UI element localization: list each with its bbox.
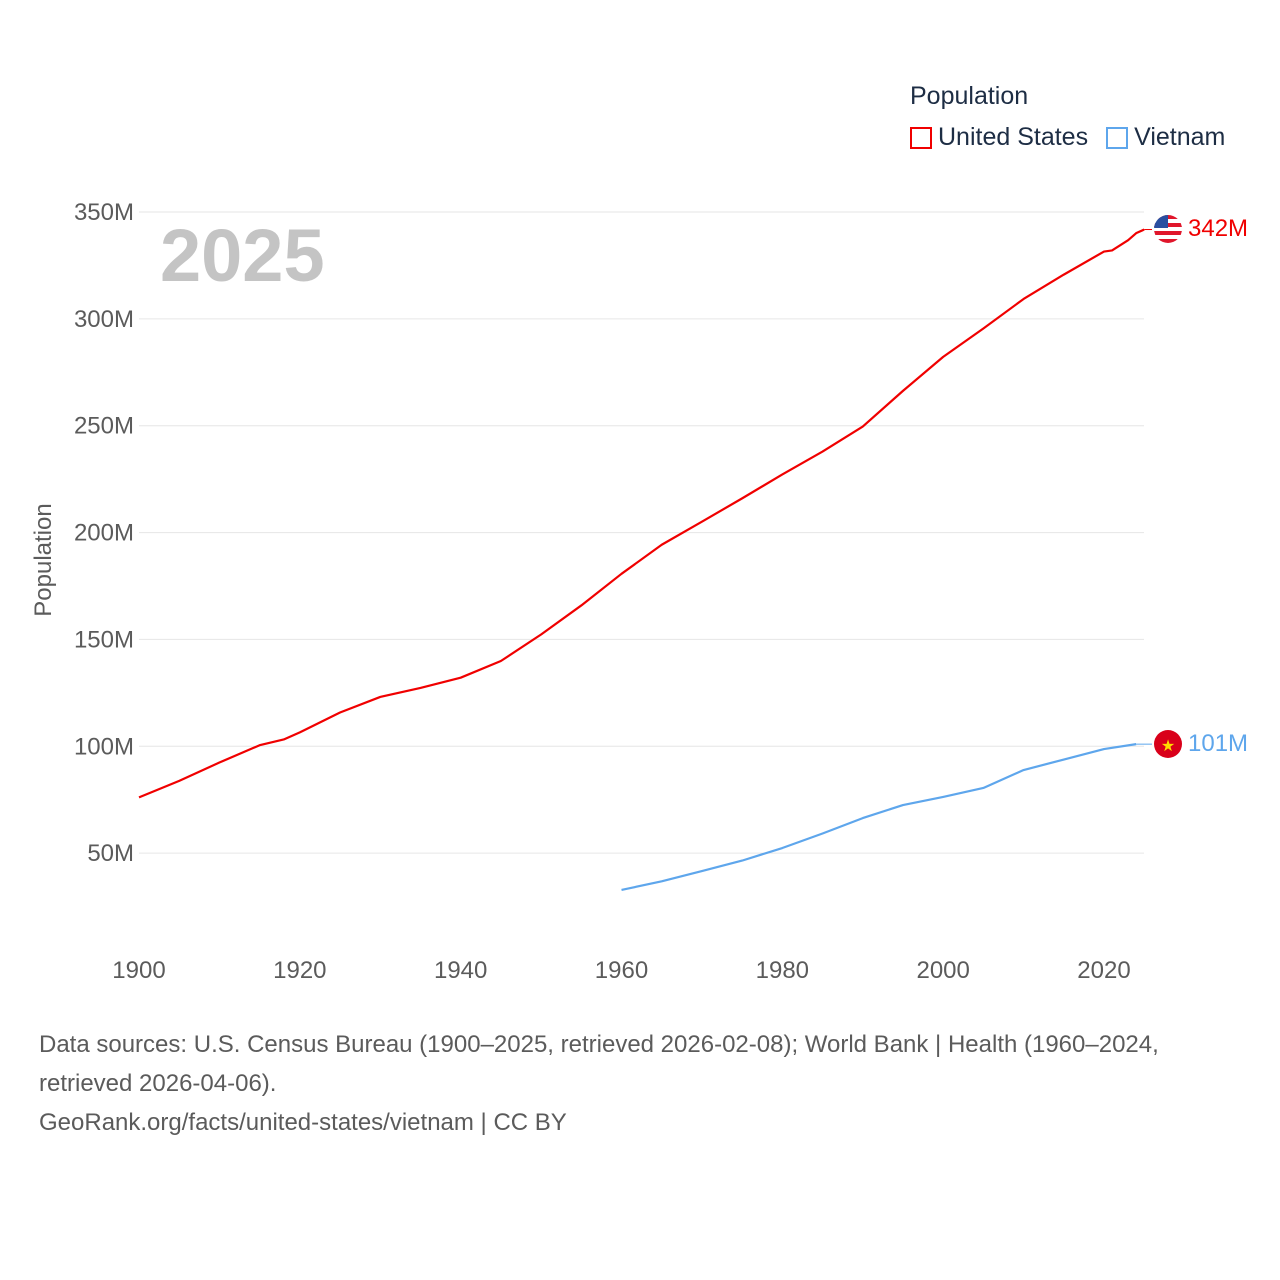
- x-tick-label: 2020: [1077, 957, 1130, 984]
- x-tick-label: 1960: [595, 957, 648, 984]
- y-tick-label: 100M: [74, 733, 134, 760]
- year-label: 2025: [160, 214, 325, 297]
- y-tick-label: 350M: [74, 199, 134, 226]
- y-tick-label: 300M: [74, 306, 134, 333]
- x-tick-label: 2000: [916, 957, 969, 984]
- footer: Data sources: U.S. Census Bureau (1900–2…: [39, 1025, 1249, 1142]
- legend-swatch-vietnam: [1106, 126, 1129, 149]
- y-tick-label: 50M: [87, 840, 134, 867]
- data-sources: Data sources: U.S. Census Bureau (1900–2…: [39, 1031, 1159, 1097]
- line-chart: 50M 100M 150M 200M 250M 300M 350M 1900 1920 1940 1…: [30, 199, 1248, 984]
- y-axis-label: Population: [30, 503, 57, 616]
- us-end-label: 342M: [1188, 215, 1248, 242]
- legend: United States Vietnam: [910, 123, 1225, 152]
- us-flag-icon: [1154, 215, 1182, 243]
- legend-label-us: United States: [938, 123, 1089, 151]
- y-tick-label: 200M: [74, 520, 134, 547]
- y-tick-label: 150M: [74, 626, 134, 653]
- y-tick-label: 250M: [74, 413, 134, 440]
- x-tick-label: 1940: [434, 957, 487, 984]
- legend-swatch-us: [910, 126, 932, 149]
- x-tick-label: 1920: [273, 957, 326, 984]
- x-tick-label: 1900: [112, 957, 165, 984]
- legend-item-us[interactable]: United States: [910, 123, 1088, 152]
- svg-text:★: ★: [1161, 738, 1175, 755]
- source-link[interactable]: GeoRank.org/facts/united-states/vietnam …: [39, 1109, 567, 1136]
- series-line-united-states[interactable]: [138, 228, 1145, 799]
- legend-title: Population: [910, 82, 1029, 110]
- legend-label-vietnam: Vietnam: [1134, 123, 1226, 151]
- vietnam-flag-icon: ★: [1154, 730, 1182, 758]
- legend-item-vietnam[interactable]: Vietnam: [1106, 123, 1225, 152]
- x-tick-label: 1980: [756, 957, 809, 984]
- vietnam-end-label: 101M: [1188, 730, 1248, 757]
- series-line-vietnam[interactable]: [621, 743, 1137, 891]
